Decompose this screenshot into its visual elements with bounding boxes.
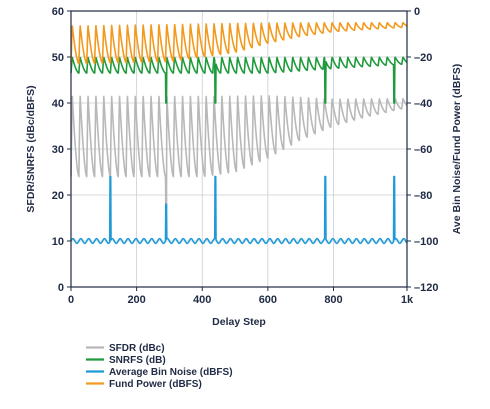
legend-label: SNRFS (dB) [109, 355, 166, 366]
y-left-tick-label: 60 [52, 6, 64, 18]
legend-label: Fund Power (dBFS) [109, 379, 202, 390]
y-axis-left-title: SFDR/SNRFS (dBc/dBFS) [25, 85, 37, 212]
series-line [70, 175, 408, 245]
y-left-tick-label: 10 [52, 236, 64, 248]
x-tick-label: 1k [401, 294, 414, 306]
y-axis-right-title: Ave Bin Noise/Fund Power (dBFS) [451, 64, 463, 235]
x-tick-label: 600 [259, 294, 277, 306]
tick-layer: 0 200 400 600 800 1k 0 10 20 30 40 50 60 –120 –100 –80 –… [52, 6, 439, 306]
legend-label: Average Bin Noise (dBFS) [109, 367, 233, 378]
y-right-tick-label: 0 [414, 6, 420, 18]
x-tick-label: 200 [127, 294, 145, 306]
y-left-tick-label: 40 [52, 98, 64, 110]
x-tick-label: 400 [193, 294, 211, 306]
x-axis-title: Delay Step [212, 316, 266, 328]
y-right-tick-label: –100 [414, 236, 438, 248]
series-line [70, 95, 408, 210]
series-layer [70, 21, 408, 245]
legend: SFDR (dBc)SNRFS (dB)Average Bin Noise (d… [86, 343, 233, 390]
series-line [70, 21, 408, 65]
x-tick-label: 800 [324, 294, 342, 306]
y-left-tick-label: 50 [52, 52, 64, 64]
y-right-tick-label: –120 [414, 282, 438, 294]
y-right-tick-label: –40 [414, 98, 432, 110]
y-left-tick-label: 30 [52, 144, 64, 156]
x-tick-label: 0 [68, 294, 74, 306]
legend-label: SFDR (dBc) [109, 343, 165, 354]
y-left-tick-label: 20 [52, 190, 64, 202]
y-right-tick-label: –60 [414, 144, 432, 156]
y-right-tick-label: –80 [414, 190, 432, 202]
series-line [70, 56, 408, 104]
y-right-tick-label: –20 [414, 52, 432, 64]
y-left-tick-label: 0 [58, 282, 64, 294]
